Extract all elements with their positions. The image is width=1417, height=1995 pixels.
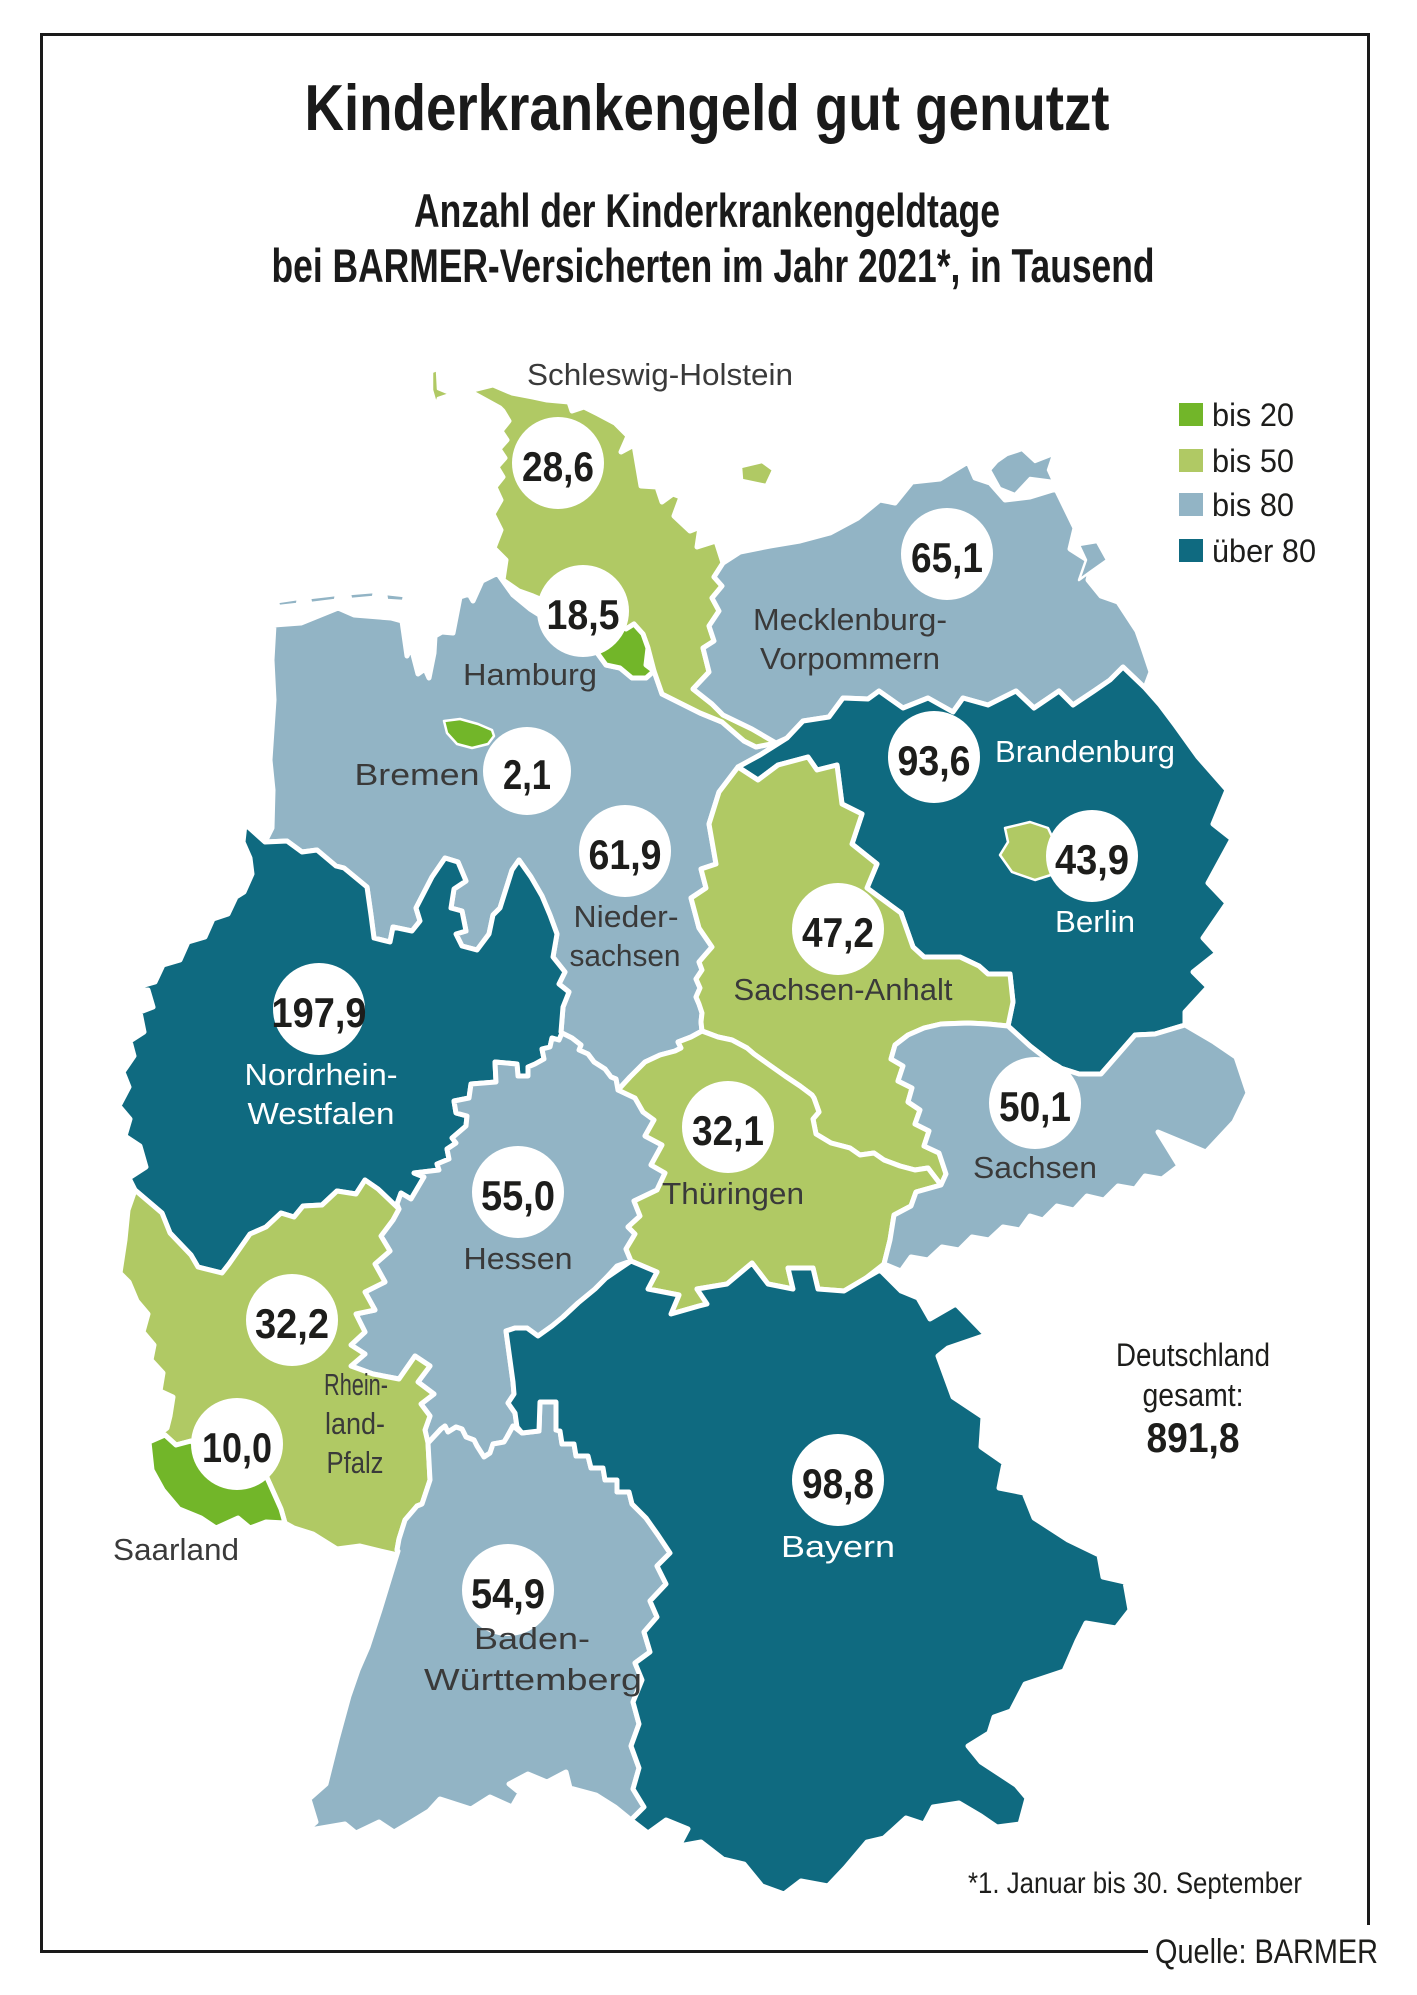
svg-text:Nordrhein-: Nordrhein- [245,1057,398,1092]
svg-text:Anzahl der Kinderkrankengeldta: Anzahl der Kinderkrankengeldtage [414,184,1000,237]
svg-text:2,1: 2,1 [503,751,551,798]
svg-text:Württemberg: Württemberg [424,1662,642,1697]
svg-text:32,2: 32,2 [255,1300,329,1347]
svg-text:bis 20: bis 20 [1212,397,1294,433]
svg-text:*1. Januar bis 30. September: *1. Januar bis 30. September [968,1867,1302,1900]
svg-text:Bremen: Bremen [355,757,480,792]
svg-text:61,9: 61,9 [589,831,662,878]
svg-text:Nieder-: Nieder- [574,899,679,934]
svg-text:Deutschland: Deutschland [1116,1337,1270,1373]
svg-text:197,9: 197,9 [272,989,367,1036]
svg-text:Quelle: BARMER: Quelle: BARMER [1155,1933,1378,1971]
svg-text:55,0: 55,0 [481,1172,555,1219]
svg-text:Kinderkrankengeld gut genutzt: Kinderkrankengeld gut genutzt [305,71,1110,144]
svg-text:891,8: 891,8 [1147,1414,1240,1461]
svg-text:28,6: 28,6 [522,443,594,490]
svg-text:Pfalz: Pfalz [327,1445,384,1480]
svg-text:Hamburg: Hamburg [463,657,597,692]
svg-text:65,1: 65,1 [911,534,983,581]
svg-text:Vorpommern: Vorpommern [760,641,940,676]
svg-text:43,9: 43,9 [1055,836,1129,883]
svg-text:Sachsen: Sachsen [973,1150,1097,1185]
svg-text:gesamt:: gesamt: [1143,1377,1244,1413]
svg-text:Sachsen-Anhalt: Sachsen-Anhalt [734,972,953,1007]
svg-text:10,0: 10,0 [202,1424,272,1471]
svg-text:50,1: 50,1 [999,1083,1071,1130]
svg-text:Saarland: Saarland [113,1532,239,1567]
svg-text:Hessen: Hessen [464,1241,573,1276]
svg-text:Schleswig-Holstein: Schleswig-Holstein [527,357,793,392]
svg-text:Bayern: Bayern [781,1529,895,1564]
svg-text:Berlin: Berlin [1055,904,1135,939]
svg-text:32,1: 32,1 [692,1107,764,1154]
svg-text:über 80: über 80 [1212,533,1316,569]
svg-text:54,9: 54,9 [471,1570,545,1617]
svg-text:Mecklenburg-: Mecklenburg- [753,602,947,637]
svg-text:98,8: 98,8 [802,1460,874,1507]
svg-text:bei BARMER-Versicherten im Jah: bei BARMER-Versicherten im Jahr 2021*, i… [272,239,1155,292]
svg-text:47,2: 47,2 [802,909,874,956]
svg-text:Westfalen: Westfalen [248,1096,395,1131]
svg-text:Brandenburg: Brandenburg [995,734,1175,769]
svg-text:bis 50: bis 50 [1212,443,1294,479]
svg-text:Baden-: Baden- [474,1621,590,1656]
svg-text:sachsen: sachsen [570,938,681,973]
svg-text:Rhein-: Rhein- [324,1367,388,1402]
svg-text:land-: land- [325,1406,385,1441]
svg-text:18,5: 18,5 [547,591,620,638]
svg-text:Thüringen: Thüringen [662,1176,804,1211]
svg-text:93,6: 93,6 [898,737,971,784]
svg-text:bis 80: bis 80 [1212,487,1294,523]
